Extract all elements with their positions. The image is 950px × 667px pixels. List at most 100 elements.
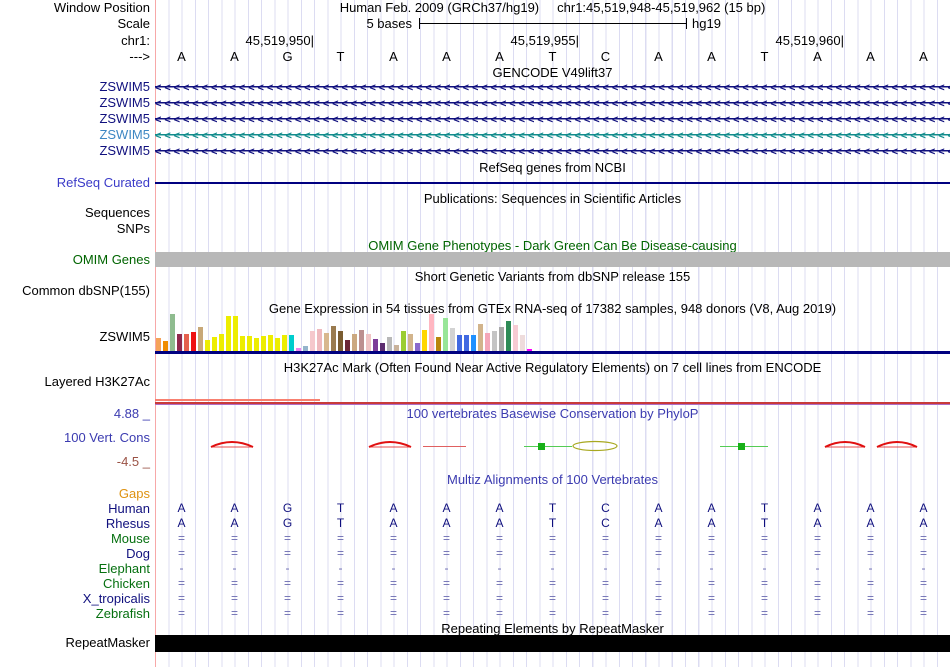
gtex-bar[interactable] <box>324 333 329 351</box>
gtex-bar[interactable] <box>527 349 532 351</box>
gtex-bar[interactable] <box>156 338 161 351</box>
h3k27ac-signal-line[interactable] <box>155 402 950 404</box>
multiz-alignment-row[interactable]: --------------- <box>0 561 950 576</box>
gtex-bar[interactable] <box>499 327 504 351</box>
gtex-bar[interactable] <box>485 333 490 351</box>
multiz-alignment-row[interactable]: = = = = = = = = = = = = = = = <box>0 576 950 591</box>
gencode-transcript-label[interactable]: ZSWIM5 <box>99 111 150 126</box>
multiz-species-label-human[interactable]: Human <box>108 501 150 516</box>
multiz-alignment-row[interactable]: = = = = = = = = = = = = = = = <box>0 546 950 561</box>
refseq-gene-line[interactable] <box>155 182 950 184</box>
gtex-bar[interactable] <box>331 326 336 351</box>
gtex-bar[interactable] <box>275 338 280 351</box>
gtex-bar[interactable] <box>380 343 385 351</box>
vert-cons-label[interactable]: 100 Vert. Cons <box>64 430 150 445</box>
gtex-bar[interactable] <box>205 340 210 351</box>
gtex-bar[interactable] <box>226 316 231 351</box>
multiz-species-label-zebrafish[interactable]: Zebrafish <box>95 606 150 621</box>
phylop-arc[interactable] <box>876 436 918 453</box>
gencode-transcript-label[interactable]: ZSWIM5 <box>99 143 150 158</box>
gtex-bar[interactable] <box>352 334 357 351</box>
gtex-bar[interactable] <box>317 329 322 351</box>
layered-h3k27ac-label[interactable]: Layered H3K27Ac <box>44 374 150 389</box>
repeatmasker-label[interactable]: RepeatMasker <box>65 635 150 650</box>
omim-gene-bar[interactable] <box>155 252 950 267</box>
gtex-bar[interactable] <box>310 331 315 351</box>
gtex-bar[interactable] <box>338 331 343 351</box>
multiz-species-label-rhesus[interactable]: Rhesus <box>105 516 150 531</box>
gtex-bar[interactable] <box>289 335 294 351</box>
gtex-bar[interactable] <box>170 314 175 351</box>
gtex-bar[interactable] <box>233 316 238 351</box>
gtex-bar[interactable] <box>520 335 525 351</box>
gtex-bar[interactable] <box>191 332 196 351</box>
multiz-species-label-elephant[interactable]: Elephant <box>98 561 150 576</box>
gtex-bar[interactable] <box>198 327 203 351</box>
gencode-transcript-line[interactable]: <<<<<<<<<<<<<<<<<<<<<<<<<<<<<<<<<<<<<<<<… <box>155 95 950 111</box>
gtex-bar[interactable] <box>394 345 399 351</box>
phylop-arc[interactable] <box>210 436 254 453</box>
gencode-transcript-label[interactable]: ZSWIM5 <box>99 127 150 142</box>
multiz-species-label-chicken[interactable]: Chicken <box>103 576 150 591</box>
multiz-alignment-row[interactable]: = = = = = = = = = = = = = = = <box>0 606 950 621</box>
gtex-bar[interactable] <box>247 336 252 351</box>
multiz-species-label-mouse[interactable]: Mouse <box>110 531 150 546</box>
gencode-transcript-line[interactable]: <<<<<<<<<<<<<<<<<<<<<<<<<<<<<<<<<<<<<<<<… <box>155 79 950 95</box>
phylop-arc[interactable] <box>824 436 866 453</box>
phylop-line[interactable] <box>423 446 466 447</box>
gtex-bar[interactable] <box>429 314 434 351</box>
multiz-species-label-gaps[interactable]: Gaps <box>118 486 150 501</box>
gtex-bar[interactable] <box>254 338 259 351</box>
multiz-species-label-dog[interactable]: Dog <box>126 546 150 561</box>
refseq-curated-label[interactable]: RefSeq Curated <box>56 175 150 190</box>
gtex-bar[interactable] <box>177 334 182 351</box>
gtex-bar[interactable] <box>408 334 413 351</box>
gtex-bar[interactable] <box>457 335 462 351</box>
gtex-bar[interactable] <box>268 335 273 351</box>
gtex-bar[interactable] <box>219 334 224 351</box>
gencode-transcript-label[interactable]: ZSWIM5 <box>99 79 150 94</box>
gtex-bar[interactable] <box>401 331 406 351</box>
repeatmasker-bar[interactable] <box>155 635 950 652</box>
phylop-green-line[interactable] <box>720 443 768 450</box>
gtex-bar[interactable] <box>303 346 308 351</box>
gtex-bar[interactable] <box>450 328 455 351</box>
gtex-bar[interactable] <box>212 337 217 351</box>
gtex-bar[interactable] <box>261 336 266 351</box>
gtex-bar[interactable] <box>422 330 427 351</box>
gtex-bar[interactable] <box>345 340 350 351</box>
gtex-bar[interactable] <box>436 337 441 351</box>
h3k27ac-signal-line[interactable] <box>155 399 320 401</box>
multiz-species-label-x_tropicalis[interactable]: X_tropicalis <box>82 591 150 606</box>
gtex-bar[interactable] <box>366 334 371 351</box>
gtex-bar[interactable] <box>240 336 245 351</box>
gtex-bar[interactable] <box>506 321 511 351</box>
phylop-arc[interactable] <box>368 436 412 453</box>
phylop-green-line[interactable] <box>524 443 572 450</box>
sequences-label[interactable]: Sequences <box>84 205 150 220</box>
gtex-bar[interactable] <box>296 348 301 351</box>
gtex-bar[interactable] <box>359 330 364 351</box>
multiz-alignment-row[interactable]: = = = = = = = = = = = = = = = <box>0 531 950 546</box>
gencode-transcript-line[interactable]: <<<<<<<<<<<<<<<<<<<<<<<<<<<<<<<<<<<<<<<<… <box>155 143 950 159</box>
gtex-bar[interactable] <box>492 331 497 351</box>
snps-label[interactable]: SNPs <box>116 221 150 236</box>
gencode-transcript-line[interactable]: <<<<<<<<<<<<<<<<<<<<<<<<<<<<<<<<<<<<<<<<… <box>155 127 950 143</box>
gtex-bar[interactable] <box>478 324 483 351</box>
gtex-bar[interactable] <box>184 334 189 351</box>
gtex-bar[interactable] <box>373 339 378 351</box>
gtex-bar[interactable] <box>282 335 287 351</box>
gtex-bar[interactable] <box>513 325 518 351</box>
gtex-bar[interactable] <box>415 343 420 351</box>
gtex-bar[interactable] <box>471 335 476 351</box>
gtex-bar[interactable] <box>443 318 448 351</box>
gtex-bar[interactable] <box>387 337 392 351</box>
gencode-transcript-label[interactable]: ZSWIM5 <box>99 95 150 110</box>
gtex-gene-label[interactable]: ZSWIM5 <box>99 329 150 344</box>
gencode-transcript-line[interactable]: <<<<<<<<<<<<<<<<<<<<<<<<<<<<<<<<<<<<<<<<… <box>155 111 950 127</box>
gtex-bar[interactable] <box>163 341 168 351</box>
omim-genes-label[interactable]: OMIM Genes <box>72 252 150 267</box>
strand-arrow-label[interactable]: ---> <box>129 49 150 64</box>
